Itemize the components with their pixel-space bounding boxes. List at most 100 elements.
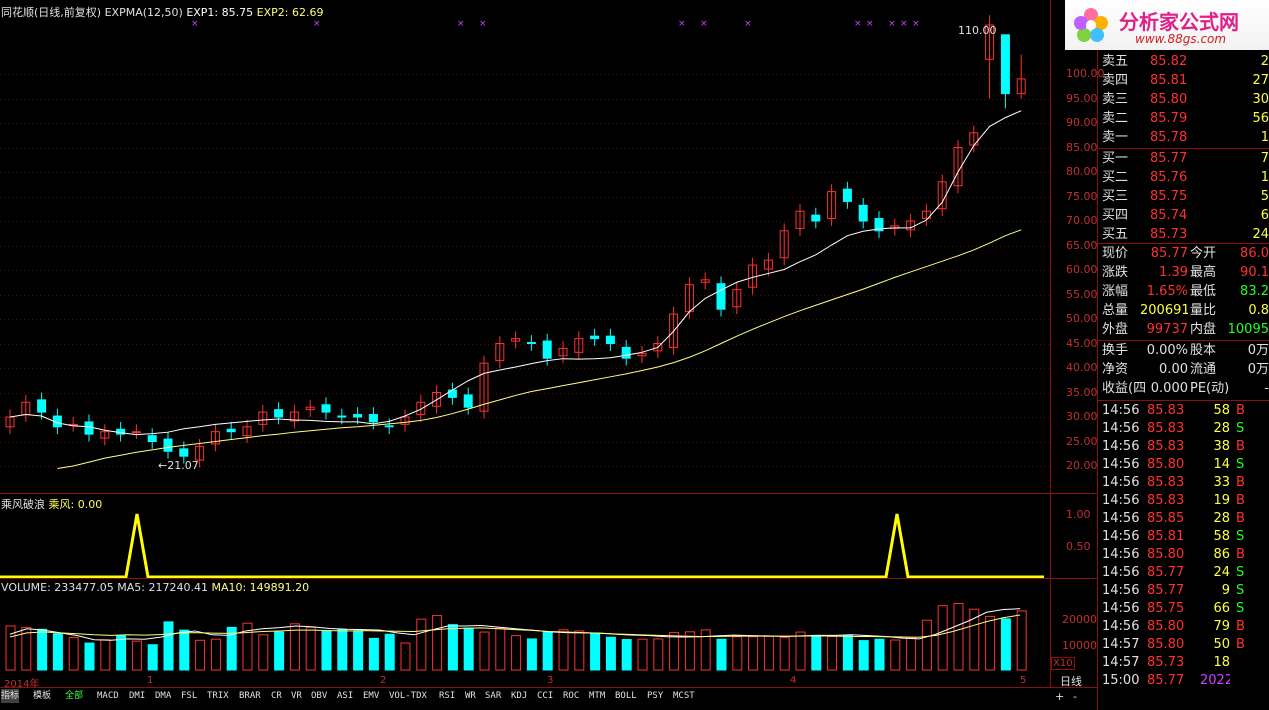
volume-bar <box>906 637 917 671</box>
volume-bar <box>37 628 48 671</box>
zoom-in-button[interactable]: + <box>1055 690 1065 703</box>
indicator-tab[interactable]: ASI <box>337 691 354 701</box>
indicator-tab[interactable]: KDJ <box>511 691 528 701</box>
candle-body <box>416 401 426 416</box>
indicator-tab[interactable]: MCST <box>673 691 695 701</box>
volume-bar <box>321 631 332 671</box>
signal-marker: × <box>912 19 920 29</box>
indicator-tab[interactable]: RSI <box>439 691 456 701</box>
ma5-value: MA5: 217240.41 <box>117 581 208 594</box>
candle-body <box>242 426 252 437</box>
ask-price: 85.81 <box>1150 73 1188 88</box>
tick-volume: 28 <box>1213 511 1230 526</box>
volume-bar <box>384 633 395 671</box>
volume-bar <box>590 632 601 671</box>
candle-body <box>337 415 347 418</box>
quote-label: 今开 <box>1190 246 1217 261</box>
ask-label: 卖一 <box>1102 130 1129 145</box>
ask-label: 卖五 <box>1102 54 1129 69</box>
chart-area[interactable]: 110.00 ←21.07 × × × × × × × × × × × × <box>0 0 1050 688</box>
tick-price: 85.83 <box>1147 493 1185 508</box>
quote-value: 10095 <box>1227 322 1269 337</box>
stat-label: 收益(四 <box>1102 381 1147 396</box>
tick-volume: 79 <box>1213 619 1230 634</box>
volume-bar <box>937 605 948 671</box>
right-axis-divider <box>1050 0 1051 688</box>
candle-body <box>858 204 868 222</box>
indicator-tab[interactable]: DMI <box>129 691 146 701</box>
indicator-tab[interactable]: 全部 <box>65 691 84 701</box>
volume-bar <box>969 608 980 671</box>
indicator-tab[interactable]: BRAR <box>239 691 261 701</box>
tick-price: 85.80 <box>1147 547 1185 562</box>
chart-title: 同花顺(日线,前复权) <box>1 6 102 19</box>
indicator-tab[interactable]: DMA <box>155 691 172 701</box>
quote-label: 最低 <box>1190 284 1217 299</box>
indicator-tab[interactable]: SAR <box>485 691 502 701</box>
indicator-tab[interactable]: FSL <box>181 691 198 701</box>
volume-bar <box>842 634 853 671</box>
indicator-tab[interactable]: 模板 <box>33 691 52 701</box>
indicator-tab[interactable]: EMV <box>363 691 380 701</box>
tick-time: 14:56 <box>1102 439 1140 454</box>
tick-time: 14:56 <box>1102 583 1140 598</box>
quote-value: 200691 <box>1140 303 1188 318</box>
stat-value: - <box>1264 381 1269 396</box>
candle-body <box>368 414 378 423</box>
tick-price: 85.83 <box>1147 403 1185 418</box>
bid-label: 买二 <box>1102 170 1129 185</box>
candle-body <box>195 445 205 461</box>
exp1-line <box>9 110 1022 436</box>
volume-bar <box>116 635 127 671</box>
bid-price: 85.76 <box>1150 170 1188 185</box>
indicator-tab[interactable]: VOL-TDX <box>389 691 427 701</box>
indicator-tab[interactable]: TRIX <box>207 691 229 701</box>
price-tick: 50.00 <box>1066 312 1098 325</box>
period-label[interactable]: 日线 <box>1060 675 1082 688</box>
signal-marker: × <box>888 19 896 29</box>
signal-marker: × <box>678 19 686 29</box>
exp1-value: EXP1: 85.75 <box>186 6 254 19</box>
candle-body <box>716 283 726 310</box>
price-tick: 30.00 <box>1066 410 1098 423</box>
volume-bar <box>131 640 142 671</box>
indicator-tab[interactable]: VR <box>291 691 302 701</box>
indicator-tab[interactable]: MACD <box>97 691 119 701</box>
tick-price: 85.80 <box>1147 637 1185 652</box>
indicator-tab[interactable]: ROC <box>563 691 580 701</box>
bid-label: 买三 <box>1102 189 1129 204</box>
volume-bar <box>210 638 221 671</box>
indicator-tab[interactable]: OBV <box>311 691 328 701</box>
tick-time: 15:00 <box>1102 673 1140 688</box>
low-annotation: ←21.07 <box>158 459 199 472</box>
volume-bar <box>558 629 569 671</box>
tick-time: 14:56 <box>1102 547 1140 562</box>
volume-bar <box>289 623 300 671</box>
tick-time: 14:56 <box>1102 601 1140 616</box>
signal-marker: × <box>700 19 708 29</box>
price-tick: 95.00 <box>1066 91 1098 105</box>
price-tick: 75.00 <box>1066 189 1098 203</box>
stat-value: 0万 <box>1247 362 1269 377</box>
candle-body <box>732 289 742 308</box>
candle-body <box>226 428 236 433</box>
indicator-tab[interactable]: MTM <box>589 691 606 701</box>
candle-body <box>621 346 631 359</box>
tick-price: 85.80 <box>1147 619 1185 634</box>
kline-chart[interactable]: 110.00 ←21.07 × × × × × × × × × × × × <box>0 0 1050 688</box>
indicator-tab[interactable]: WR <box>465 691 476 701</box>
zoom-out-button[interactable]: - <box>1073 690 1077 703</box>
indicator-tab[interactable]: 指标 <box>1 689 20 703</box>
volume-bar <box>542 631 553 671</box>
indicator-tab[interactable]: PSY <box>647 691 664 701</box>
quote-label: 最高 <box>1190 265 1217 280</box>
indicator-tab[interactable]: BOLL <box>615 691 637 701</box>
sub-axis-05: 0.50 <box>1066 540 1091 553</box>
indicator-tab[interactable]: CCI <box>537 691 554 701</box>
candle-body <box>763 259 773 270</box>
date-label-1: 1 <box>147 675 154 686</box>
tick-volume: 86 <box>1213 547 1230 562</box>
orderbook-divider <box>1098 148 1269 149</box>
chart-header: 同花顺(日线,前复权) EXPMA(12,50) EXP1: 85.75 EXP… <box>1 4 323 20</box>
indicator-tab[interactable]: CR <box>271 691 282 701</box>
